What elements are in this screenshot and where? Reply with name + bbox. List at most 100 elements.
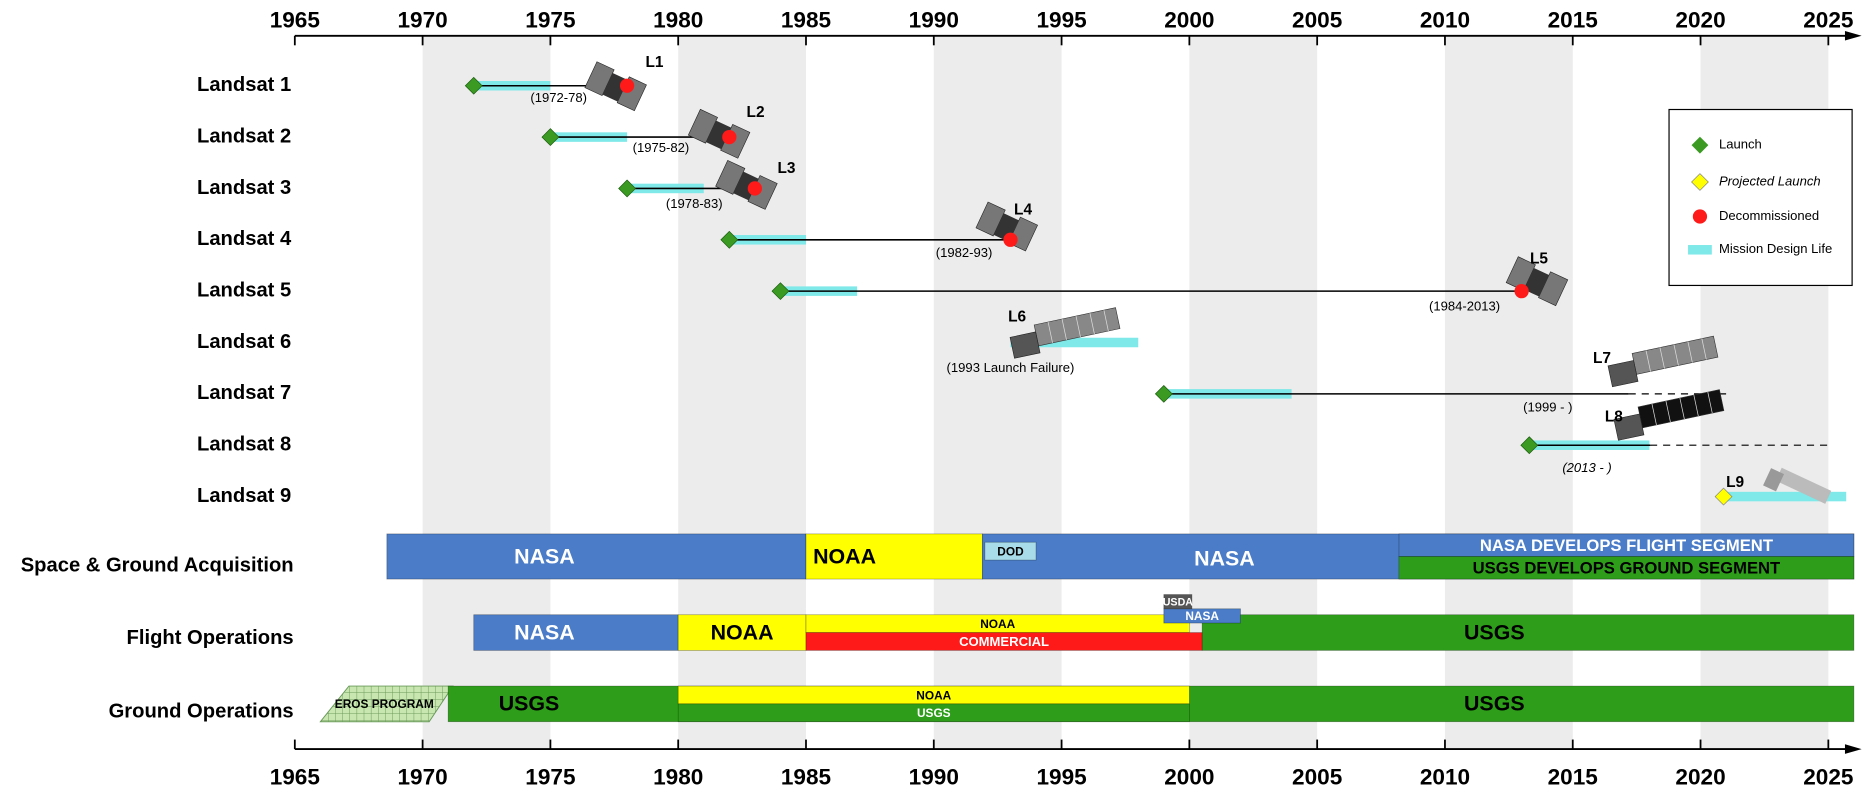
- decommission-marker: [1514, 284, 1529, 299]
- launch-marker: [720, 230, 739, 249]
- band-label: USGS: [917, 706, 951, 720]
- x-tick-label: 2020: [1675, 8, 1725, 33]
- satellite: [1505, 256, 1569, 307]
- x-tick-label: 1975: [525, 765, 575, 790]
- panel-line: [1061, 318, 1067, 341]
- band-name: Ground Operations: [109, 701, 294, 723]
- mission-label: L2: [747, 104, 765, 121]
- x-tick-label: 1975: [525, 8, 575, 33]
- legend-marker: [1688, 245, 1712, 255]
- panel-line: [1707, 392, 1713, 414]
- mission-name: Landsat 2: [197, 125, 291, 147]
- band-segment: [677, 614, 807, 651]
- mission-label: L4: [1014, 202, 1032, 219]
- band-label: USDA: [1163, 597, 1194, 609]
- satellite-panel: [687, 108, 718, 144]
- x-tick-label: 2005: [1292, 765, 1342, 790]
- band-label: NOAA: [813, 544, 876, 568]
- mission-period: (1999 - ): [1523, 399, 1572, 414]
- decommission-marker: [619, 78, 635, 93]
- legend-marker: [1692, 209, 1708, 224]
- band-segment: [984, 541, 1037, 561]
- x-tick-label: 1965: [270, 8, 320, 33]
- satellite-panel: [1775, 467, 1832, 504]
- band-label: COMMERCIAL: [959, 634, 1049, 649]
- band-name: Space & Ground Acquisition: [21, 554, 294, 576]
- mission-label: L7: [1593, 350, 1611, 367]
- satellite: [715, 160, 778, 210]
- panel-line: [1659, 347, 1665, 369]
- panel-line: [1673, 344, 1679, 366]
- panel-line: [1687, 341, 1693, 363]
- mission-period: (1975-82): [633, 140, 690, 155]
- mission-label: L8: [1605, 408, 1623, 425]
- band-label: DOD: [997, 544, 1024, 558]
- x-tick-label: 1965: [270, 765, 320, 790]
- band-segment: [1201, 614, 1855, 651]
- legend-label: Mission Design Life: [1719, 241, 1832, 256]
- band-segment: [1163, 608, 1241, 624]
- satellite: [1763, 467, 1832, 504]
- mission-name: Landsat 9: [197, 485, 291, 507]
- panel-line: [1047, 321, 1053, 343]
- band-segment: [386, 533, 807, 580]
- decommission-marker: [722, 129, 737, 145]
- mission-period: (2013 - ): [1562, 460, 1611, 475]
- x-tick-label: 2015: [1548, 765, 1598, 790]
- satellite: [1613, 389, 1725, 441]
- panel-line: [1089, 312, 1095, 335]
- x-tick-label: 1985: [781, 765, 831, 790]
- launch-marker: [771, 282, 790, 301]
- mission-period: (1972-78): [530, 90, 587, 105]
- x-tick-label: 2010: [1420, 765, 1470, 790]
- band-label: USGS: [1464, 620, 1525, 644]
- legend-label: Projected Launch: [1719, 173, 1821, 188]
- launch-marker: [1154, 384, 1173, 403]
- band-name: Flight Operations: [127, 627, 294, 649]
- design-life: [1723, 491, 1847, 502]
- x-tick-label: 1970: [397, 8, 447, 33]
- legend-marker: [1691, 173, 1709, 191]
- satellite-body: [1523, 267, 1550, 297]
- mission-label: L3: [777, 160, 795, 177]
- band-label: USGS: [1464, 692, 1525, 716]
- satellite: [1607, 335, 1719, 388]
- satellite-body: [733, 171, 759, 201]
- x-tick-label: 2020: [1675, 765, 1725, 790]
- mission-label: L1: [646, 54, 664, 71]
- mission-name: Landsat 3: [197, 177, 291, 199]
- x-tick-label: 2005: [1292, 8, 1342, 33]
- satellite-body: [706, 120, 732, 150]
- mission-name: Landsat 1: [197, 74, 291, 96]
- axis-arrow: [1844, 744, 1862, 754]
- x-tick-label: 1970: [397, 765, 447, 790]
- x-tick-label: 2000: [1164, 765, 1214, 790]
- band-segment: [677, 703, 1190, 723]
- projected-launch-marker: [1714, 487, 1733, 506]
- x-tick-label: 2025: [1803, 765, 1853, 790]
- legend-label: Launch: [1719, 137, 1762, 152]
- band-label: USGS DEVELOPS GROUND SEGMENT: [1473, 558, 1781, 577]
- mission-period: (1978-83): [666, 196, 723, 211]
- launch-marker: [464, 76, 483, 95]
- panel-line: [1679, 397, 1685, 420]
- panel-line: [1075, 315, 1081, 338]
- mission-name: Landsat 4: [197, 228, 292, 250]
- satellite-body: [1607, 360, 1639, 388]
- band-label: NASA: [1185, 609, 1219, 623]
- panel-line: [1103, 310, 1109, 332]
- band-label: NASA DEVELOPS FLIGHT SEGMENT: [1480, 536, 1773, 555]
- satellite: [584, 61, 647, 112]
- satellite-panel: [975, 201, 1006, 237]
- legend-marker: [1691, 136, 1709, 154]
- mission-label: L5: [1530, 250, 1548, 267]
- panel-line: [1701, 338, 1707, 360]
- x-tick-label: 2025: [1803, 8, 1853, 33]
- mission-name: Landsat 5: [197, 279, 291, 301]
- x-tick-label: 2000: [1164, 8, 1214, 33]
- band-label: NOAA: [711, 620, 774, 644]
- panel-line: [1693, 395, 1699, 417]
- mission-period: (1982-93): [936, 245, 993, 260]
- panel-line: [1651, 403, 1657, 425]
